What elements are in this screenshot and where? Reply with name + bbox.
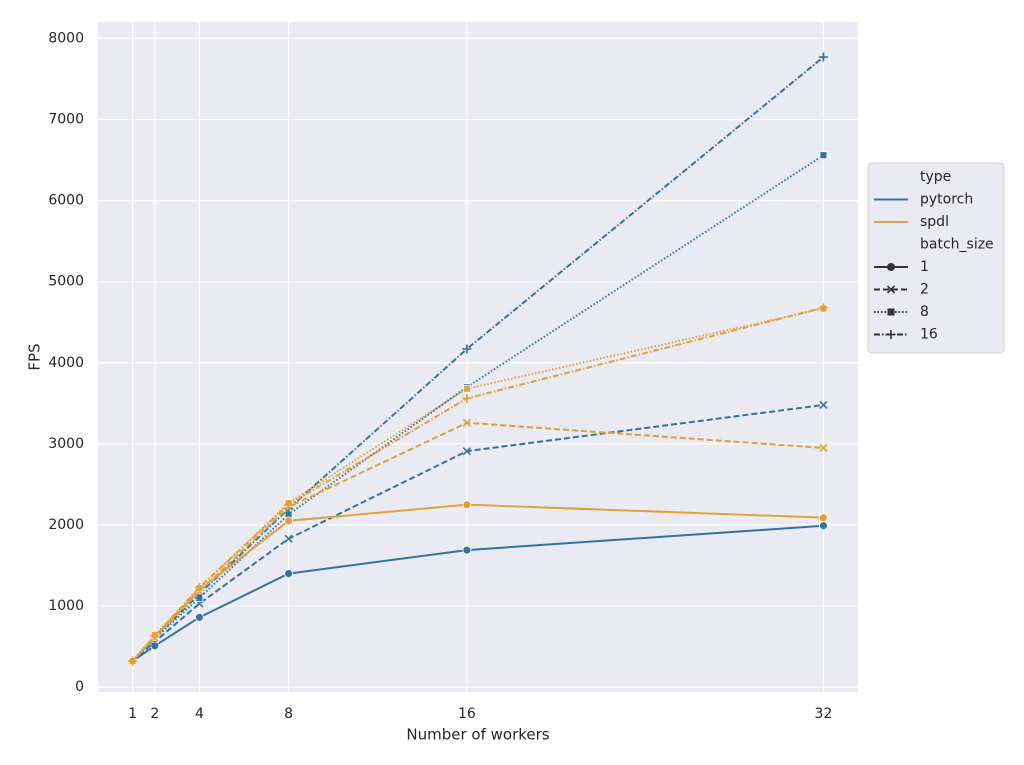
x-tick-label: 1 xyxy=(128,706,137,722)
series xyxy=(128,303,828,666)
marker xyxy=(819,400,828,410)
y-tick-label: 1000 xyxy=(48,598,84,614)
marker xyxy=(128,656,138,666)
marker xyxy=(819,521,828,531)
marker xyxy=(284,516,293,526)
legend-box xyxy=(867,162,1005,354)
marker xyxy=(819,151,828,160)
lines xyxy=(128,52,828,666)
x-tick-label: 16 xyxy=(458,706,476,722)
legend-label: 8 xyxy=(920,304,929,320)
marker xyxy=(462,500,472,510)
x-axis-label: Number of workers xyxy=(406,726,549,744)
legend-marker xyxy=(886,285,896,294)
x-tick-label: 8 xyxy=(284,706,293,722)
y-tick-label: 7000 xyxy=(48,111,84,127)
marker xyxy=(150,631,160,641)
legend-marker xyxy=(886,330,896,339)
y-tick-label: 8000 xyxy=(48,30,84,46)
x-tick-label: 2 xyxy=(150,706,159,722)
grid xyxy=(98,22,858,692)
marker xyxy=(462,384,471,393)
plot-area xyxy=(98,22,858,692)
marker xyxy=(818,52,828,62)
legend-label: 1 xyxy=(920,259,929,275)
marker xyxy=(462,545,472,555)
line xyxy=(131,421,824,662)
marker xyxy=(462,393,472,403)
marker xyxy=(195,612,204,622)
legend: type pytorch spdl batch_size 1 2 8 16 xyxy=(867,162,1005,354)
legend-marker xyxy=(887,308,895,316)
y-tick-label: 6000 xyxy=(48,193,84,209)
marker xyxy=(284,534,293,543)
marker xyxy=(194,582,204,592)
marker xyxy=(818,303,828,313)
x-tick-label: 4 xyxy=(195,706,204,722)
legend-title: type xyxy=(920,169,951,185)
x-tick-label: 32 xyxy=(815,706,833,722)
y-tick-label: 4000 xyxy=(48,355,84,371)
marker xyxy=(284,500,294,510)
legend-marker xyxy=(887,263,895,271)
marker xyxy=(462,447,471,456)
y-tick-label: 0 xyxy=(75,679,84,695)
marker xyxy=(819,513,828,523)
y-axis-label: FPS xyxy=(26,343,44,370)
marker xyxy=(284,569,293,579)
marker xyxy=(462,344,472,354)
marker xyxy=(819,443,828,452)
legend-label: spdl xyxy=(920,214,949,230)
y-tick-label: 3000 xyxy=(48,436,84,452)
legend-label: pytorch xyxy=(920,192,973,208)
marker xyxy=(462,418,471,427)
y-tick-label: 5000 xyxy=(48,274,84,290)
legend-label: 16 xyxy=(920,327,938,343)
line xyxy=(131,306,824,662)
legend-title: batch_size xyxy=(920,237,994,253)
legend-label: 2 xyxy=(920,282,929,298)
line xyxy=(131,524,824,663)
y-tick-label: 2000 xyxy=(48,517,84,533)
line xyxy=(131,154,825,662)
